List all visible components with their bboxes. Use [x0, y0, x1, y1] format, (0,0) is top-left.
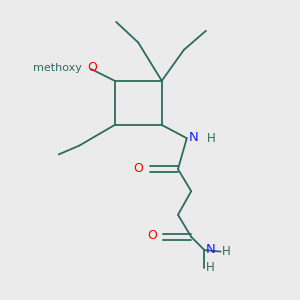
Text: N: N — [206, 243, 216, 256]
Text: O: O — [147, 230, 157, 242]
Text: N: N — [188, 131, 198, 144]
Text: H: H — [222, 245, 231, 258]
Text: methoxy: methoxy — [33, 63, 82, 73]
Text: O: O — [88, 61, 98, 74]
Text: O: O — [134, 162, 143, 175]
Text: H: H — [206, 261, 215, 274]
Text: H: H — [207, 132, 216, 145]
